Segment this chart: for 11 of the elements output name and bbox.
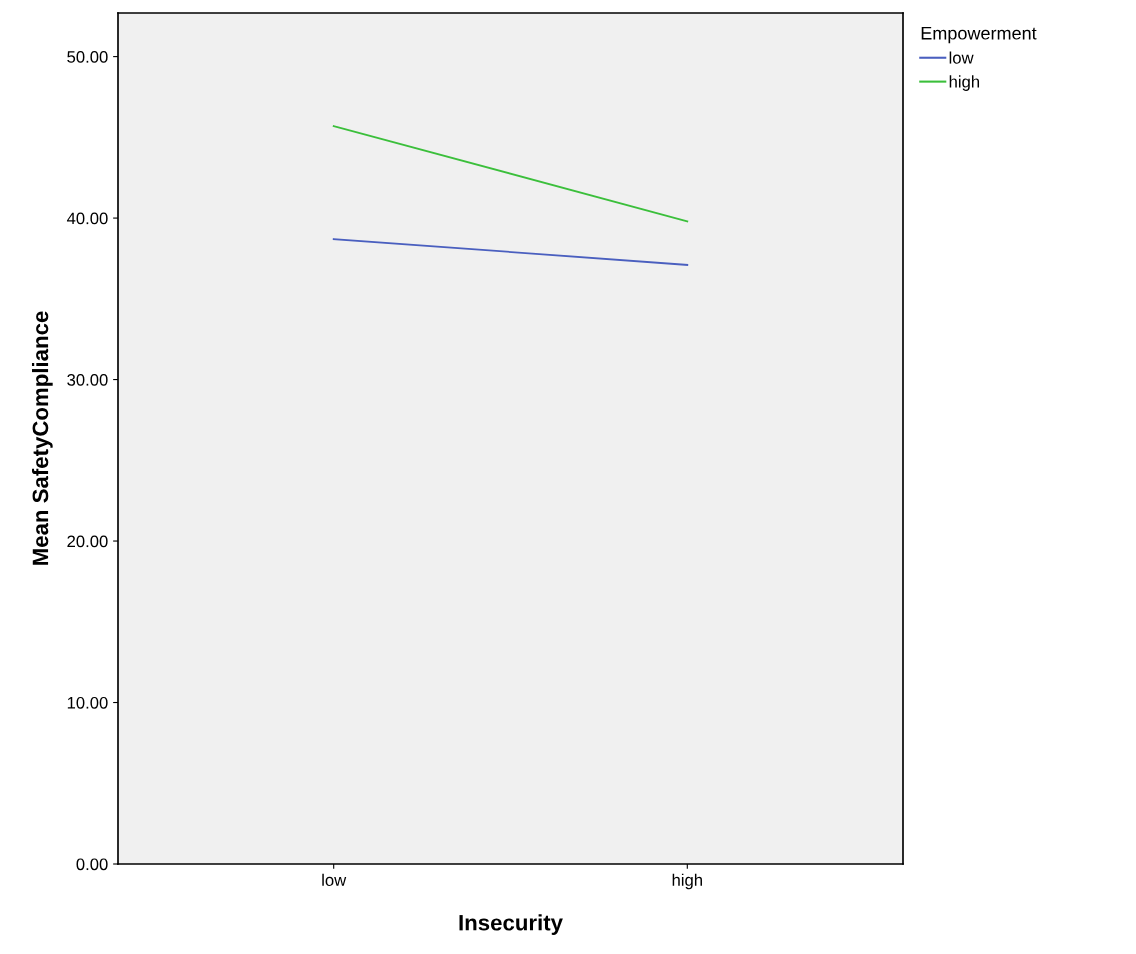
y-tick-label: 0.00	[76, 858, 108, 871]
x-axis-title: Insecurity	[459, 914, 563, 935]
y-tick-label: 30.00	[67, 373, 108, 386]
legend-label: low	[949, 51, 974, 64]
legend-title: Empowerment	[921, 27, 1037, 44]
y-tick-label: 50.00	[67, 51, 108, 63]
legend-label: high	[949, 75, 980, 91]
y-tick-label: 20.00	[67, 535, 108, 548]
y-axis-title: Mean SafetyCompliance	[31, 311, 53, 565]
y-tick-label: 10.00	[67, 696, 108, 709]
y-tick-label: 40.00	[66, 212, 108, 225]
